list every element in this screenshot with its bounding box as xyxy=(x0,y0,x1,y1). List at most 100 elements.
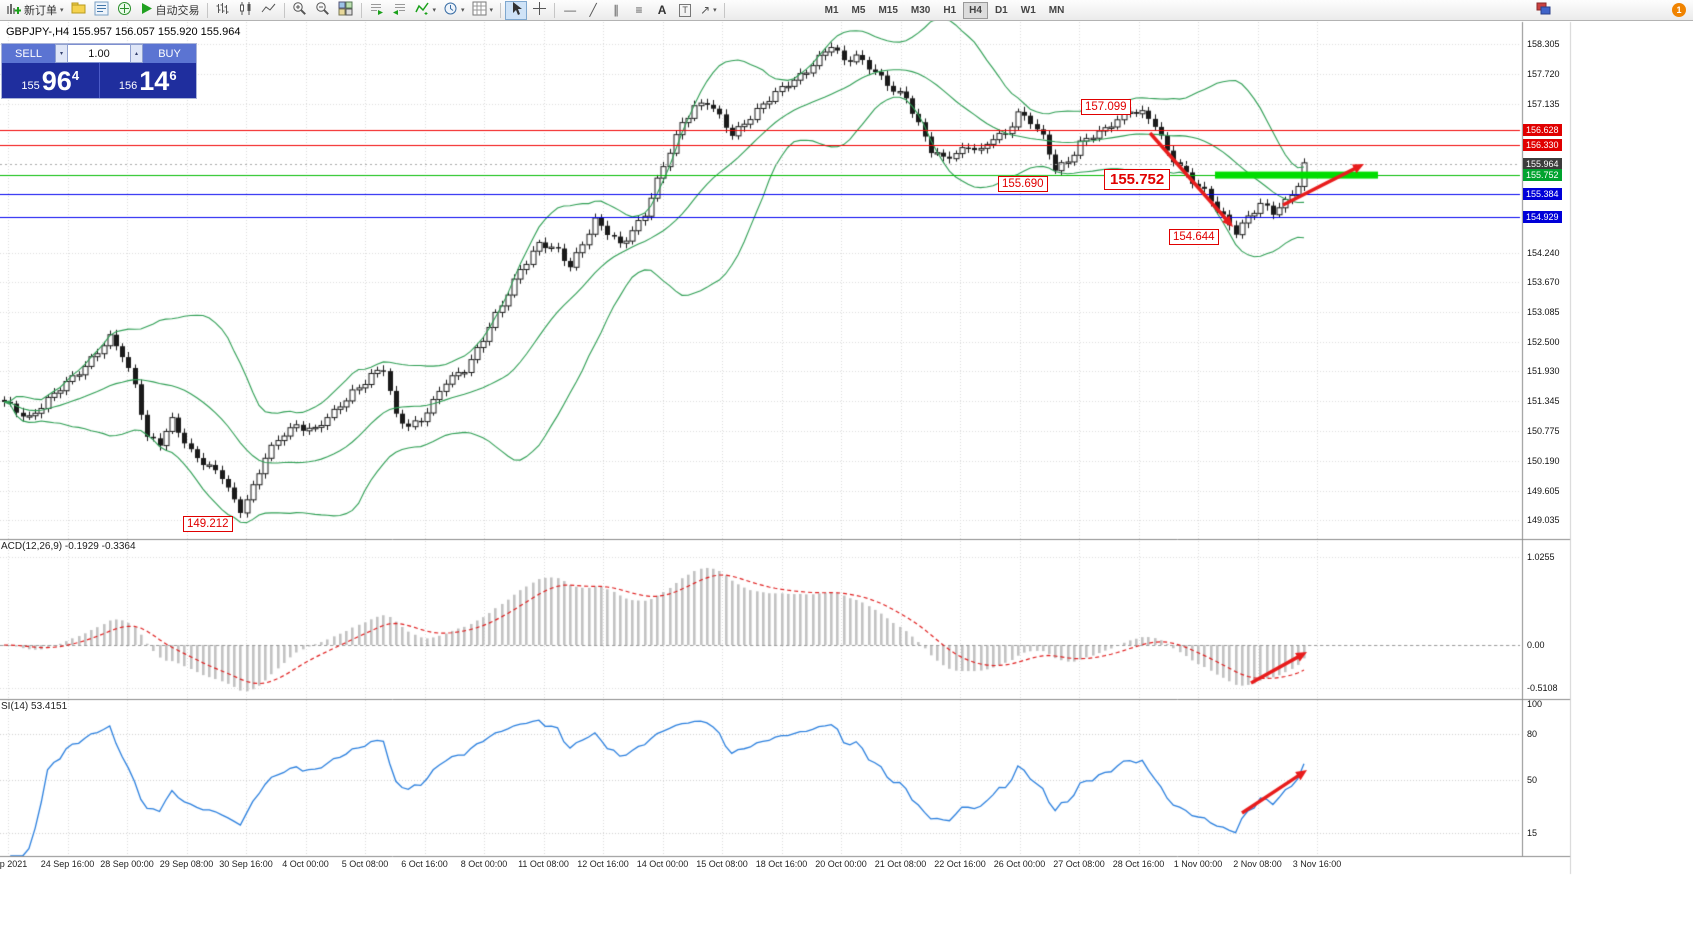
timeframe-M15-button[interactable]: M15 xyxy=(872,2,903,19)
timeframe-MN-button[interactable]: MN xyxy=(1043,2,1071,19)
market-watch-icon xyxy=(94,1,109,19)
toolbar-separator xyxy=(723,2,725,18)
channel-button[interactable]: ∥ xyxy=(605,1,627,20)
window-arrange-button[interactable] xyxy=(1532,1,1554,20)
time-label: 15 Oct 08:00 xyxy=(696,859,748,869)
profiles-button[interactable] xyxy=(68,1,90,20)
notification-badge[interactable]: 1 xyxy=(1672,3,1686,17)
zoom-out-icon xyxy=(315,1,330,19)
bar-chart-icon xyxy=(215,1,230,19)
trade-panel-price-row: 155 96 4 156 14 6 xyxy=(2,63,196,98)
cursor-icon xyxy=(509,1,524,19)
trade-panel-top-row: SELL ▾ ▴ BUY xyxy=(2,44,196,63)
arrows-button[interactable]: ↗ ▾ xyxy=(697,1,720,20)
indicators-button[interactable]: ▾ xyxy=(412,1,440,20)
chevron-down-icon: ▾ xyxy=(489,7,494,14)
timeframe-D1-button[interactable]: D1 xyxy=(989,2,1014,19)
buy-button[interactable]: 156 14 6 xyxy=(98,63,197,98)
fibonacci-button[interactable]: ≡ xyxy=(628,1,650,20)
sell-header[interactable]: SELL xyxy=(2,44,55,63)
price-level-label: 155.384 xyxy=(1523,187,1562,200)
timeframe-H4-button[interactable]: H4 xyxy=(963,1,988,19)
chart-shift-icon xyxy=(392,1,407,19)
sell-price-main: 155 xyxy=(21,80,40,92)
chevron-down-icon: ▾ xyxy=(60,7,64,14)
toolbar-separator xyxy=(500,2,502,18)
price-tick: 157.720 xyxy=(1527,69,1560,80)
zoom-out-button[interactable] xyxy=(312,1,334,20)
trendline-button[interactable]: ╱ xyxy=(582,1,604,20)
crosshair-button[interactable] xyxy=(528,1,550,20)
text-button[interactable]: A xyxy=(651,1,673,20)
price-tick: 157.135 xyxy=(1527,99,1560,110)
rsi-axis-tick: 80 xyxy=(1527,729,1538,740)
price-annotation[interactable]: 155.690 xyxy=(998,176,1048,192)
price-level-label: 155.752 xyxy=(1523,169,1562,182)
templates-icon xyxy=(472,1,487,19)
auto-scroll-button[interactable] xyxy=(366,1,388,20)
navigator-button[interactable] xyxy=(114,1,136,20)
price-annotation[interactable]: 154.644 xyxy=(1169,229,1219,245)
bar-chart-button[interactable] xyxy=(212,1,234,20)
price-tick: 153.670 xyxy=(1527,277,1560,287)
price-tick: 150.190 xyxy=(1527,455,1560,466)
time-label: 14 Oct 00:00 xyxy=(636,859,689,869)
volume-decrease-button[interactable]: ▾ xyxy=(55,44,68,63)
time-label: 29 Sep 08:00 xyxy=(159,859,214,869)
macd-axis-tick: 1.0255 xyxy=(1527,552,1555,562)
new-order-icon xyxy=(6,1,22,19)
auto-trading-button[interactable]: 自动交易 xyxy=(137,1,203,20)
zoom-in-button[interactable] xyxy=(289,1,311,20)
time-label: 18 Oct 16:00 xyxy=(755,859,808,869)
cursor-button[interactable] xyxy=(505,0,528,20)
volume-increase-button[interactable]: ▴ xyxy=(130,44,143,63)
chart-shift-button[interactable] xyxy=(389,1,411,20)
time-label: 1 Nov 00:00 xyxy=(1173,859,1223,869)
periods-icon xyxy=(443,1,458,19)
price-tick: 149.035 xyxy=(1527,515,1560,525)
tile-windows-button[interactable] xyxy=(335,1,357,20)
horizontal-line-button[interactable]: — xyxy=(559,1,581,20)
sell-button[interactable]: 155 96 4 xyxy=(2,63,99,98)
text-icon: A xyxy=(657,3,667,17)
time-label: 8 Oct 00:00 xyxy=(460,859,508,869)
horizontal-line-icon: — xyxy=(564,3,577,17)
time-label: 2 Nov 08:00 xyxy=(1233,859,1282,869)
new-order-button[interactable]: 新订单 ▾ xyxy=(3,1,67,20)
price-annotation[interactable]: 155.752 xyxy=(1104,169,1171,190)
crosshair-icon xyxy=(532,1,547,19)
price-annotation[interactable]: 157.099 xyxy=(1081,99,1131,115)
periods-button[interactable]: ▾ xyxy=(440,1,468,20)
channel-icon: ∥ xyxy=(613,3,620,17)
rsi-label: SI(14) 53.4151 xyxy=(1,701,68,712)
trendline-icon: ╱ xyxy=(589,3,597,17)
time-label: 28 Sep 00:00 xyxy=(100,859,154,869)
timeframe-toolbar: M1 M5 M15 M30 H1 H4 D1 W1 MN xyxy=(819,1,1071,19)
fibonacci-icon: ≡ xyxy=(635,3,643,17)
timeframe-W1-button[interactable]: W1 xyxy=(1015,2,1042,19)
time-label: 5 Oct 08:00 xyxy=(341,859,389,869)
time-label: 4 Oct 00:00 xyxy=(282,859,329,869)
text-label-button[interactable]: T xyxy=(674,1,696,20)
rsi-axis-tick: 15 xyxy=(1527,828,1538,839)
candlestick-chart-button[interactable] xyxy=(235,1,257,20)
templates-button[interactable]: ▾ xyxy=(469,1,497,20)
buy-header[interactable]: BUY xyxy=(143,44,196,63)
navigator-icon xyxy=(117,1,132,19)
timeframe-M1-button[interactable]: M1 xyxy=(819,2,845,19)
buy-price-main: 156 xyxy=(118,80,138,92)
line-chart-button[interactable] xyxy=(258,1,280,20)
time-label: 6 Oct 16:00 xyxy=(401,859,448,869)
volume-input[interactable] xyxy=(68,44,130,63)
time-label: 11 Oct 08:00 xyxy=(518,859,569,869)
spinner-down-icon: ▾ xyxy=(59,51,63,57)
market-watch-button[interactable] xyxy=(91,1,113,20)
sell-price-pip: 4 xyxy=(71,68,80,83)
price-annotation[interactable]: 149.212 xyxy=(183,516,233,532)
timeframe-M30-button[interactable]: M30 xyxy=(905,2,936,19)
time-label: 28 Oct 16:00 xyxy=(1112,859,1165,869)
timeframe-M5-button[interactable]: M5 xyxy=(846,2,872,19)
timeframe-H1-button[interactable]: H1 xyxy=(937,2,962,19)
